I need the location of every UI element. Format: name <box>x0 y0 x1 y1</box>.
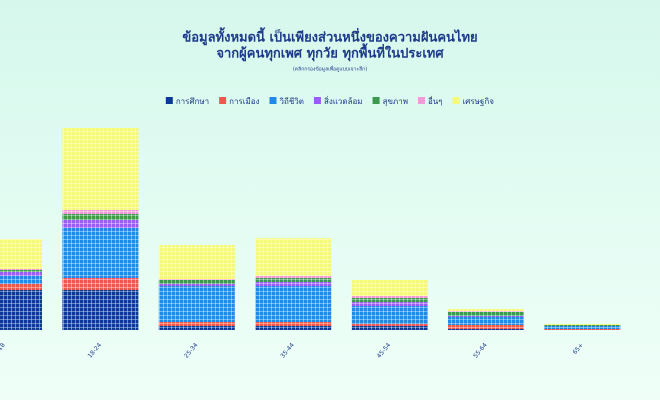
chart-title: ข้อมูลทั้งหมดนี้ เป็นเพียงส่วนหนึ่งของคว… <box>182 27 477 46</box>
legend-swatch[interactable] <box>372 97 380 104</box>
chart-subtitle: จากผู้คนทุกเพศ ทุกวัย ทุกพื้นที่ในประเทศ <box>216 43 444 62</box>
legend-swatch[interactable] <box>452 97 460 104</box>
x-tick-label: 35-44 <box>279 342 296 360</box>
legend-label[interactable]: การเมือง <box>229 97 259 106</box>
cell-grid <box>544 324 621 330</box>
cell-grid <box>158 245 235 330</box>
x-tick-label: 18-24 <box>87 342 104 360</box>
legend-label[interactable]: อื่นๆ <box>428 95 443 106</box>
legend-label[interactable]: วิถีชีวิต <box>279 97 304 106</box>
cell-grid <box>351 280 428 330</box>
cell-grid <box>62 128 139 330</box>
plot: ต่ำกว่า 18 18-24 25-34 35-44 45-54 55-64 65+ <box>0 128 621 367</box>
x-tick-label: 65+ <box>572 342 586 356</box>
legend-label[interactable]: สุขภาพ <box>383 97 408 106</box>
legend-swatch[interactable] <box>269 97 277 104</box>
cell-grid <box>255 238 332 330</box>
legend-swatch[interactable] <box>417 97 425 104</box>
cell-grid <box>0 239 42 330</box>
annotation[interactable]: (คลิกกรองข้อมูลเพื่อดูแบบเจาะลึก) <box>293 66 367 73</box>
legend-swatch[interactable] <box>313 97 321 104</box>
x-tick-label: 25-34 <box>183 342 200 360</box>
legend-swatch[interactable] <box>165 97 173 104</box>
legend-label[interactable]: เศรษฐกิจ <box>463 97 495 106</box>
x-tick-label: 45-54 <box>376 342 393 360</box>
legend: การศึกษา การเมือง วิถีชีวิต สิ่งแวดล้อม สุขภ… <box>165 95 495 106</box>
x-tick-label: 55-64 <box>472 342 489 360</box>
legend-swatch[interactable] <box>219 97 227 104</box>
x-tick-label: ต่ำกว่า 18 <box>0 341 7 367</box>
cell-grid <box>448 309 524 330</box>
legend-label[interactable]: การศึกษา <box>176 97 209 106</box>
legend-label[interactable]: สิ่งแวดล้อม <box>324 95 363 106</box>
